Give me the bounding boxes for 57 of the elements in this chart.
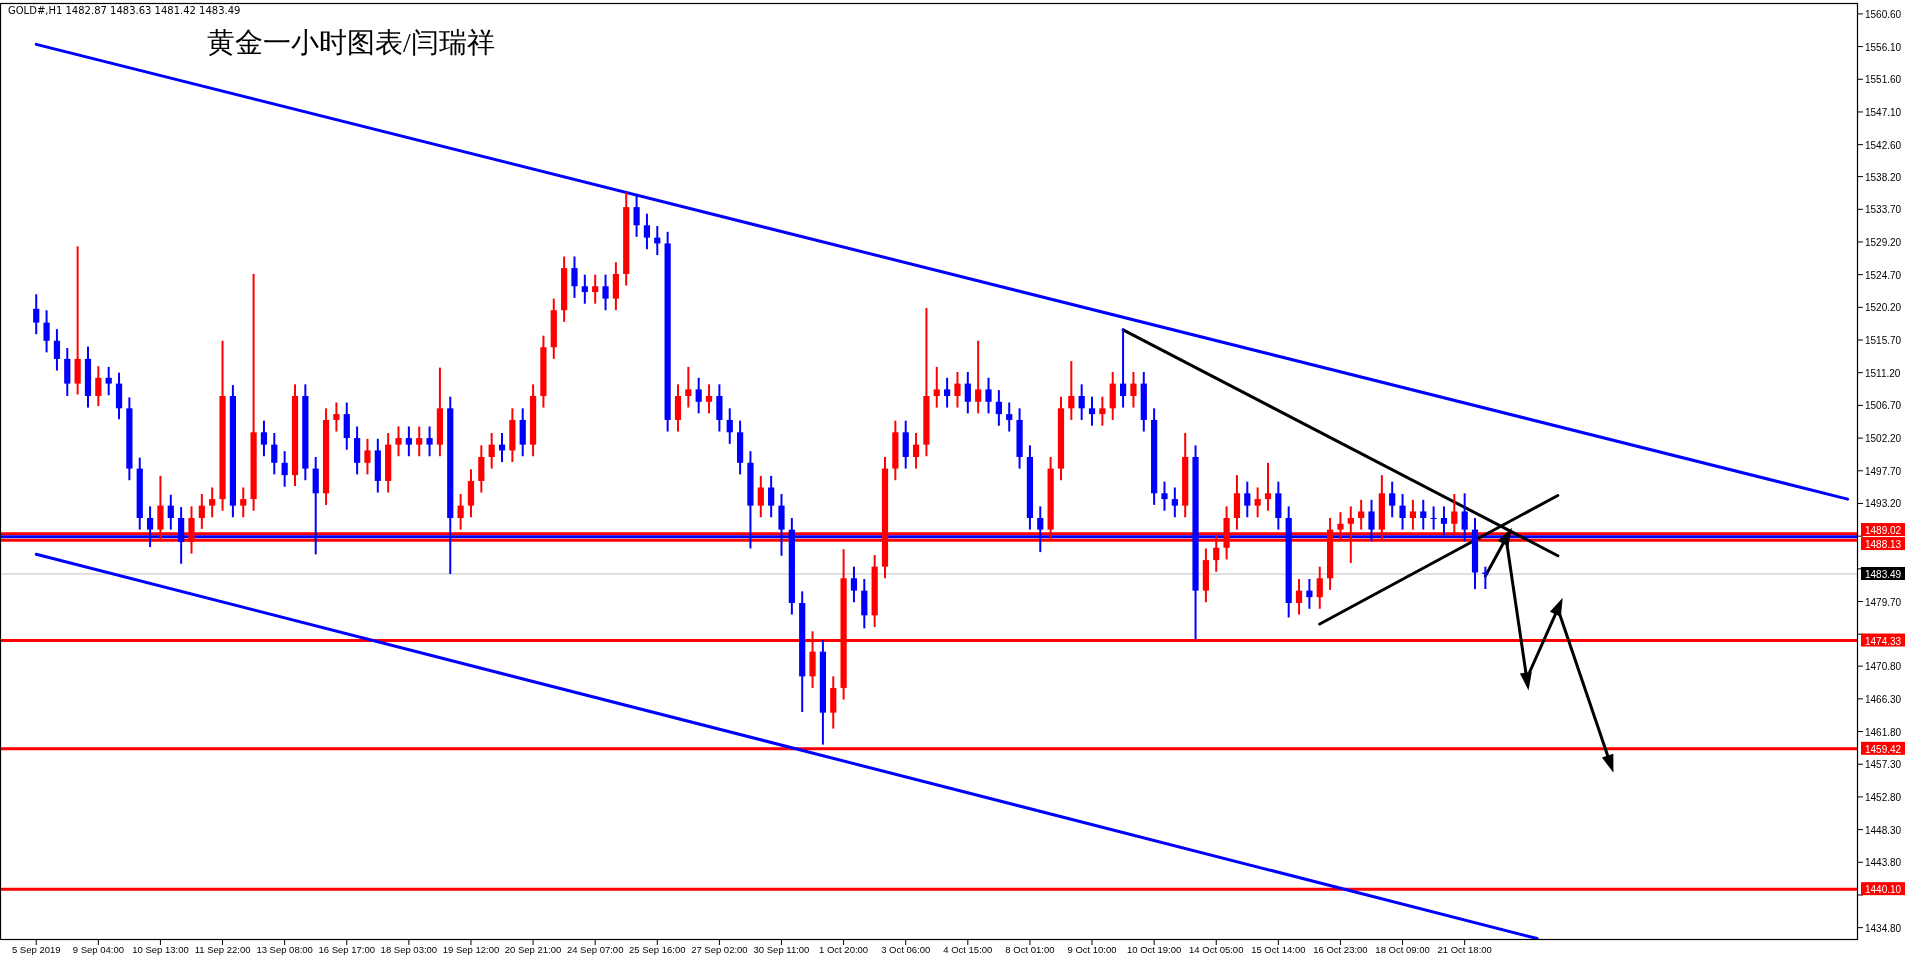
y-tick-label: 1470.80 [1865, 661, 1902, 673]
ref-line-label: 1474.33 [1865, 635, 1902, 647]
y-tick-label: 1538.20 [1865, 171, 1902, 183]
y-tick-label: 1542.60 [1865, 139, 1902, 151]
x-tick-label: 16 Sep 17:00 [318, 944, 376, 955]
y-tick-label: 1560.60 [1865, 8, 1902, 20]
x-tick-label: 9 Oct 10:00 [1067, 944, 1117, 955]
x-tick-label: 4 Oct 15:00 [943, 944, 993, 955]
y-tick-label: 1556.10 [1865, 41, 1902, 53]
y-tick-label: 1515.70 [1865, 335, 1902, 347]
y-tick-label: 1547.10 [1865, 106, 1902, 118]
x-tick-label: 27 Sep 02:00 [691, 944, 748, 955]
x-tick-label: 14 Oct 05:00 [1189, 944, 1244, 955]
x-tick-label: 10 Sep 13:00 [132, 944, 189, 955]
y-tick-label: 1461.80 [1865, 726, 1902, 738]
x-tick-label: 24 Sep 07:00 [566, 944, 624, 955]
y-tick-label: 1502.20 [1865, 433, 1902, 445]
y-tick-label: 1497.70 [1865, 465, 1902, 477]
x-tick-label: 25 Sep 16:00 [629, 944, 686, 955]
ref-line-label: 1489.02 [1865, 525, 1902, 537]
x-tick-label: 11 Sep 22:00 [194, 944, 251, 955]
x-tick-label: 18 Sep 03:00 [380, 944, 438, 955]
x-tick-label: 1 Oct 20:00 [819, 944, 869, 955]
title: 黄金一小时图表/闫瑞祥 [207, 27, 495, 58]
y-tick-label: 1493.20 [1865, 498, 1902, 510]
y-tick-label: 1452.80 [1865, 791, 1902, 803]
y-tick-label: 1457.30 [1865, 759, 1902, 771]
y-tick-label: 1448.30 [1865, 824, 1902, 836]
x-tick-label: 30 Sep 11:00 [753, 944, 810, 955]
annotation: GOLD#,H1 1482.87 1483.63 1481.42 1483.49 [8, 5, 241, 16]
y-tick-label: 1551.60 [1865, 74, 1902, 86]
x-tick-label: 21 Oct 18:00 [1437, 944, 1492, 955]
y-tick-label: 1479.70 [1865, 596, 1902, 608]
x-tick-label: 18 Oct 09:00 [1375, 944, 1430, 955]
x-tick-label: 15 Oct 14:00 [1251, 944, 1306, 955]
y-tick-label: 1434.80 [1865, 922, 1902, 934]
x-tick-label: 8 Oct 01:00 [1005, 944, 1055, 955]
x-tick-label: 13 Sep 08:00 [256, 944, 313, 955]
y-tick-label: 1533.70 [1865, 204, 1902, 216]
y-tick-label: 1466.30 [1865, 693, 1902, 705]
y-tick-label: 1506.70 [1865, 400, 1902, 412]
ref-line-label: 1459.42 [1865, 743, 1902, 755]
x-tick-label: 20 Sep 21:00 [504, 944, 562, 955]
x-tick-label: 19 Sep 12:00 [442, 944, 500, 955]
x-tick-label: 9 Sep 04:00 [72, 944, 124, 955]
ref-line-label: 1440.10 [1865, 884, 1902, 896]
y-tick-label: 1520.20 [1865, 302, 1902, 314]
x-tick-label: 10 Oct 19:00 [1126, 944, 1182, 955]
y-tick-label: 1511.20 [1865, 367, 1901, 379]
y-tick-label: 1529.20 [1865, 236, 1902, 248]
y-tick-label: 1524.70 [1865, 269, 1902, 281]
ref-line-label: 1483.49 [1865, 568, 1902, 580]
x-tick-label: 16 Oct 23:00 [1313, 944, 1368, 955]
ref-line-label: 1488.13 [1865, 539, 1902, 551]
x-tick-label: 5 Sep 2019 [11, 944, 61, 955]
y-tick-label: 1443.80 [1865, 857, 1902, 869]
x-tick-label: 3 Oct 06:00 [881, 944, 931, 955]
